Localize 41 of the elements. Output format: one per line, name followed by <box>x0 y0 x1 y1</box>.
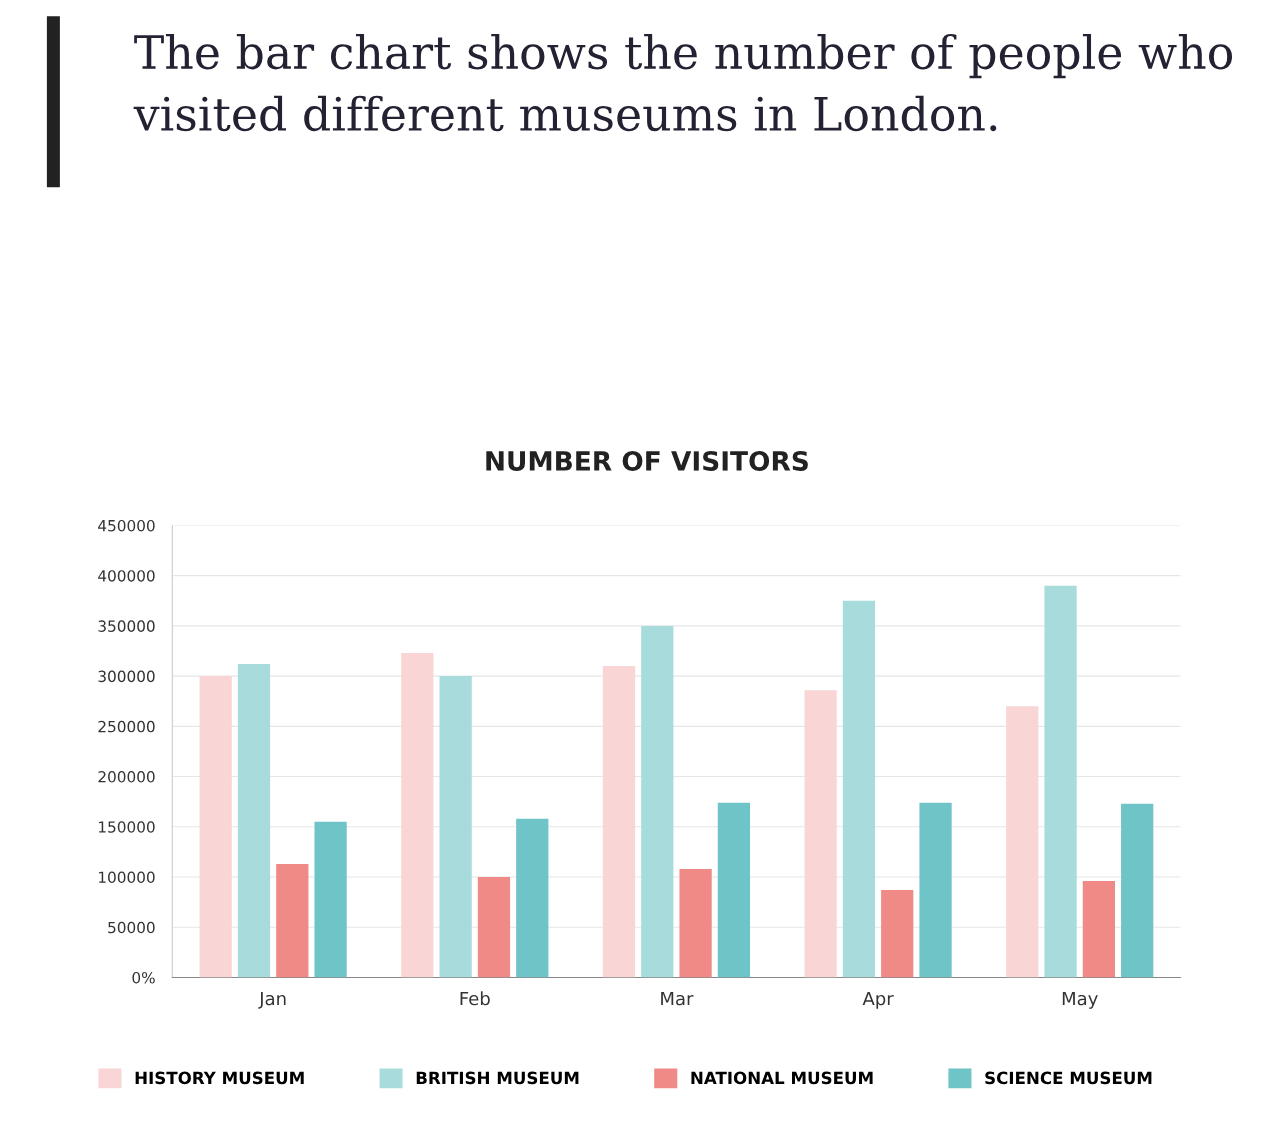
bar <box>276 863 309 978</box>
bar <box>314 821 347 978</box>
bar <box>401 653 434 978</box>
y-tick-label: 250000 <box>98 720 155 733</box>
bar <box>1121 803 1154 978</box>
legend-label: BRITISH MUSEUM <box>416 1071 579 1085</box>
bar <box>717 802 751 978</box>
bar <box>804 690 837 978</box>
y-tick-label: 150000 <box>99 821 155 833</box>
bar <box>439 676 472 978</box>
bar <box>842 600 876 978</box>
bar <box>881 890 914 978</box>
legend-label: HISTORY MUSEUM <box>135 1071 304 1085</box>
chart-subtitle: NUMBER OF VISITORS <box>486 451 808 471</box>
y-tick-label: 450000 <box>98 519 155 532</box>
bar <box>516 818 549 978</box>
bar <box>641 625 674 978</box>
y-tick-label: 50000 <box>108 921 155 934</box>
x-tick-label: Mar <box>661 991 694 1006</box>
x-tick-label: Apr <box>862 991 894 1009</box>
y-tick-label: 100000 <box>99 871 155 884</box>
bar <box>477 877 511 978</box>
y-tick-label: 350000 <box>98 620 155 632</box>
y-tick-label: 400000 <box>98 570 155 582</box>
bar <box>602 666 636 978</box>
bar <box>199 676 232 978</box>
bar <box>919 802 952 978</box>
legend-label: NATIONAL MUSEUM <box>691 1071 873 1085</box>
x-tick-label: May <box>1062 991 1098 1009</box>
legend-label: SCIENCE MUSEUM <box>985 1071 1152 1085</box>
y-tick-label: 200000 <box>98 771 155 783</box>
bar <box>1082 881 1116 978</box>
chart-title: The bar chart shows the number of people who visited different museums in London. <box>133 33 1233 132</box>
y-tick-label: 0% <box>132 971 155 984</box>
y-tick-label: 300000 <box>98 670 155 683</box>
bar <box>1044 585 1077 978</box>
x-tick-label: Jan <box>258 991 286 1009</box>
bar <box>679 868 712 978</box>
x-tick-label: Feb <box>460 991 490 1006</box>
bar <box>237 664 271 978</box>
bar <box>1006 706 1039 978</box>
